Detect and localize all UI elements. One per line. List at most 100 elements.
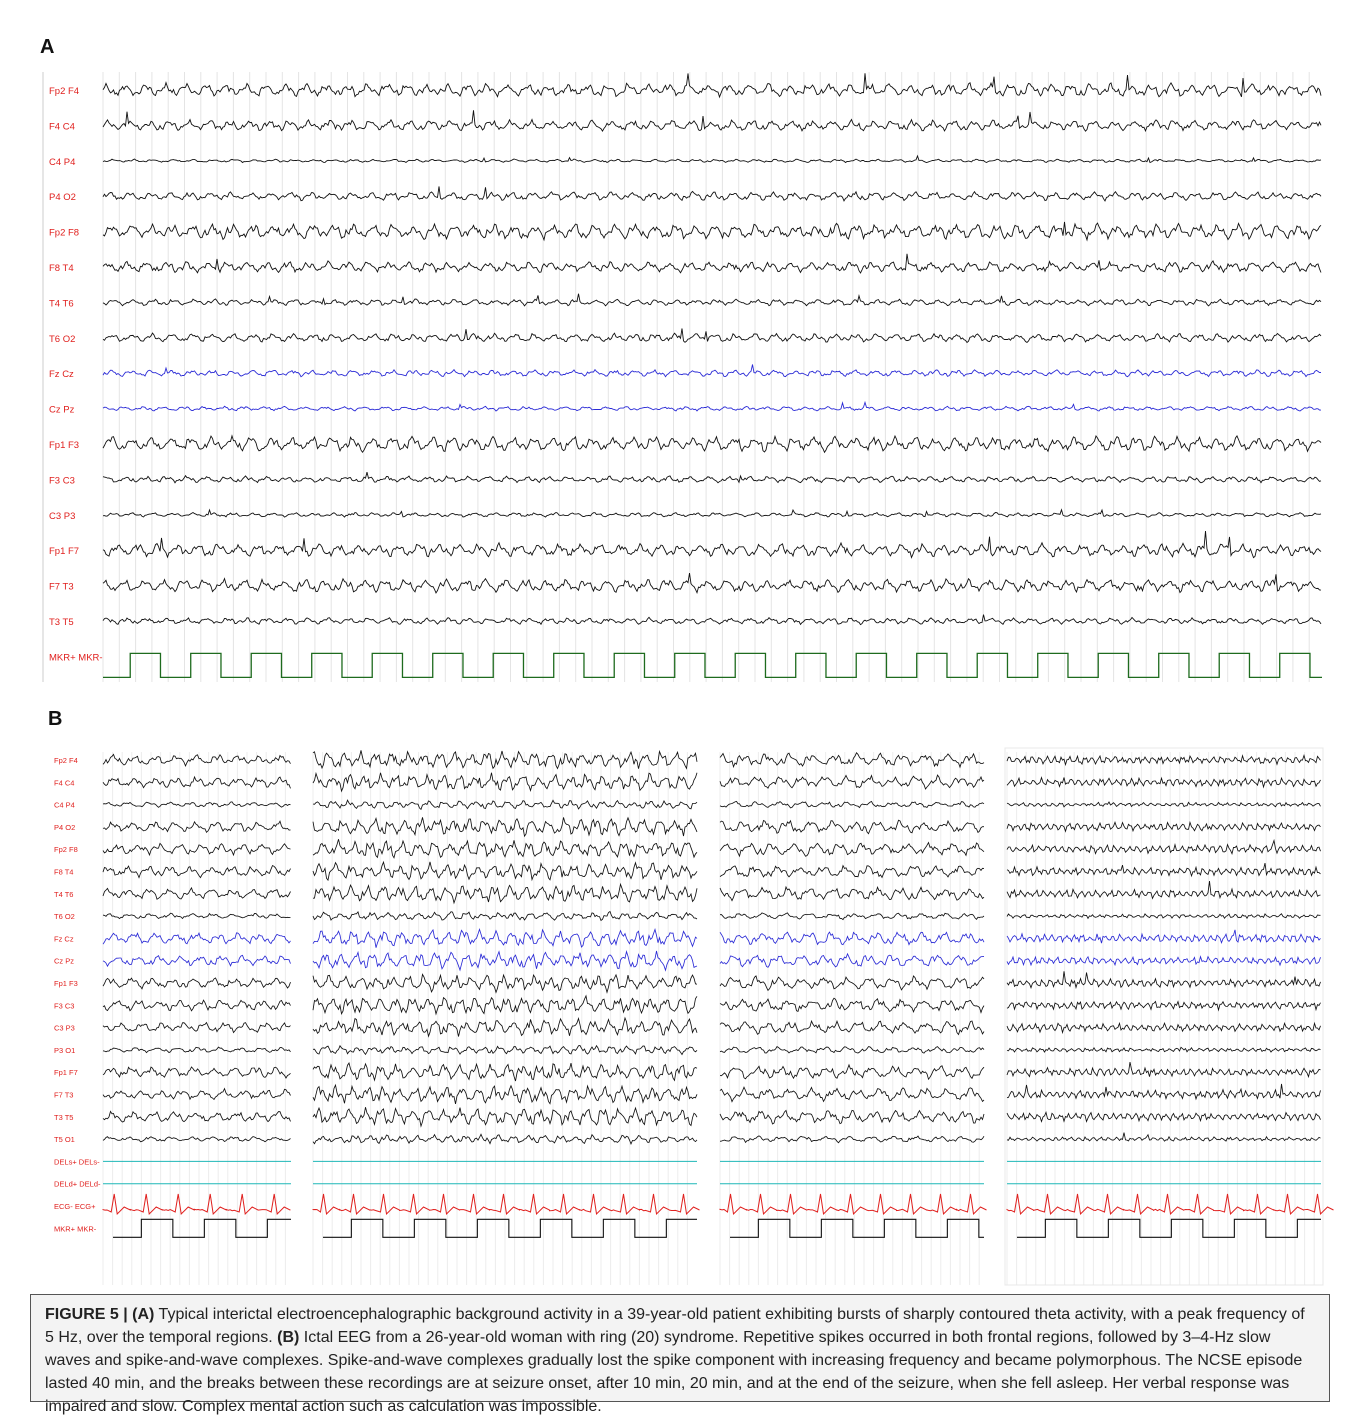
channel-label: T4 T6 [54,890,73,899]
eeg-trace [102,931,291,945]
eeg-trace [730,1218,984,1238]
eeg-trace [312,973,698,994]
eeg-trace [102,508,1322,518]
eeg-trace [102,865,291,879]
channel-label: F3 C3 [54,1001,74,1010]
panel-b-eeg: Fp2 F4 F4 C4 C4 P4 P4 O2 Fp2 F8 F8 T4 T4 T6 T6 … [54,747,1334,1286]
eeg-trace [1006,881,1321,900]
channel-label: MKR+ MKR- [54,1224,97,1233]
eeg-trace [102,1110,291,1123]
eeg-trace [102,912,291,920]
eeg-trace [312,1044,698,1056]
channel-label: F4 C4 [54,778,74,787]
eeg-trace [102,977,291,990]
channel-label: Fp1 F3 [54,979,78,988]
eeg-trace [719,952,985,968]
panel-a-eeg: Fp2 F4 F4 C4 C4 P4 P4 O2 Fp2 F8 F8 T4 T4 T6 T6 … [42,72,1322,682]
eeg-trace [719,1193,987,1216]
channel-label: Fz Cz [54,934,74,943]
eeg-trace [102,328,1322,344]
panel-b-letter: B [48,708,63,730]
channel-label: T4 T6 [49,298,74,309]
channel-label: Fp2 F4 [49,86,79,97]
eeg-trace [1006,1062,1321,1079]
eeg-trace [312,928,698,948]
channel-label: P3 O1 [54,1046,75,1055]
eeg-trace [312,1061,698,1082]
eeg-trace [312,799,698,811]
eeg-trace [312,816,698,838]
panel-a-letter: A [40,36,55,58]
eeg-trace [1006,1132,1321,1142]
eeg-trace [102,842,291,857]
eeg-trace [1006,838,1321,856]
eeg-trace [102,886,291,900]
eeg-trace [312,1016,698,1038]
eeg-trace [102,364,1322,378]
eeg-trace [102,753,291,767]
channel-label: MKR+ MKR- [49,652,103,663]
eeg-trace [312,839,698,859]
figure-caption: FIGURE 5 | (A) Typical interictal electr… [30,1294,1330,1415]
segment-frame [1004,747,1324,1286]
eeg-trace [102,820,291,834]
channel-label: DELd+ DELd- [54,1180,101,1189]
eeg-trace [312,1193,700,1216]
channel-label: P4 O2 [49,192,76,203]
eeg-trace [102,1066,291,1079]
eeg-trace [312,1083,698,1105]
channel-label: Fp2 F8 [54,845,78,854]
eeg-trace [102,999,291,1012]
eeg-trace [102,530,1322,559]
eeg-trace [1006,753,1321,767]
eeg-trace [1006,1000,1321,1012]
eeg-trace [719,912,985,921]
channel-label: C4 P4 [54,801,75,810]
eeg-trace [102,1087,291,1101]
channel-label: F7 T3 [49,582,74,593]
eeg-trace [312,1106,698,1128]
eeg-trace [719,774,985,790]
channel-label: Fp1 F3 [49,440,79,451]
channel-label: Fp2 F8 [49,228,79,239]
eeg-trace [719,1063,985,1081]
eeg-trace [102,1193,291,1216]
eeg-trace [1006,929,1321,944]
eeg-trace [719,841,985,858]
eeg-trace [102,110,1322,133]
eeg-trace [312,910,698,922]
eeg-trace [1006,863,1321,878]
channel-label: C4 P4 [49,157,75,168]
channel-label: T6 O2 [49,334,75,345]
eeg-trace [1006,1111,1321,1123]
eeg-trace [719,1046,985,1054]
eeg-trace [102,293,1322,307]
eeg-trace [1006,913,1321,920]
eeg-trace [312,949,698,972]
eeg-trace [102,154,1322,164]
eeg-trace [1006,1046,1321,1053]
channel-label: Fz Cz [49,369,74,380]
eeg-trace [312,994,698,1016]
eeg-trace [102,614,1322,626]
caption-b-tag: (B) [277,1329,300,1346]
eeg-trace [312,860,698,882]
channel-label: F3 C3 [49,475,75,486]
channel-label: T3 T5 [49,617,74,628]
eeg-trace [102,573,1322,595]
eeg-trace [102,73,1322,99]
eeg-trace [719,1109,985,1125]
eeg-trace [102,775,291,789]
channel-label: Fp1 F7 [54,1068,78,1077]
channel-label: T6 O2 [54,912,75,921]
eeg-trace [719,1019,985,1036]
channel-label: C3 P3 [54,1024,75,1033]
channel-label: F4 C4 [49,121,75,132]
channel-label: Fp1 F7 [49,546,79,557]
eeg-trace [719,931,985,946]
eeg-trace [1006,1193,1334,1216]
eeg-trace [102,1021,291,1034]
eeg-trace [1006,1083,1321,1101]
eeg-trace [719,752,985,769]
eeg-trace [719,885,985,902]
